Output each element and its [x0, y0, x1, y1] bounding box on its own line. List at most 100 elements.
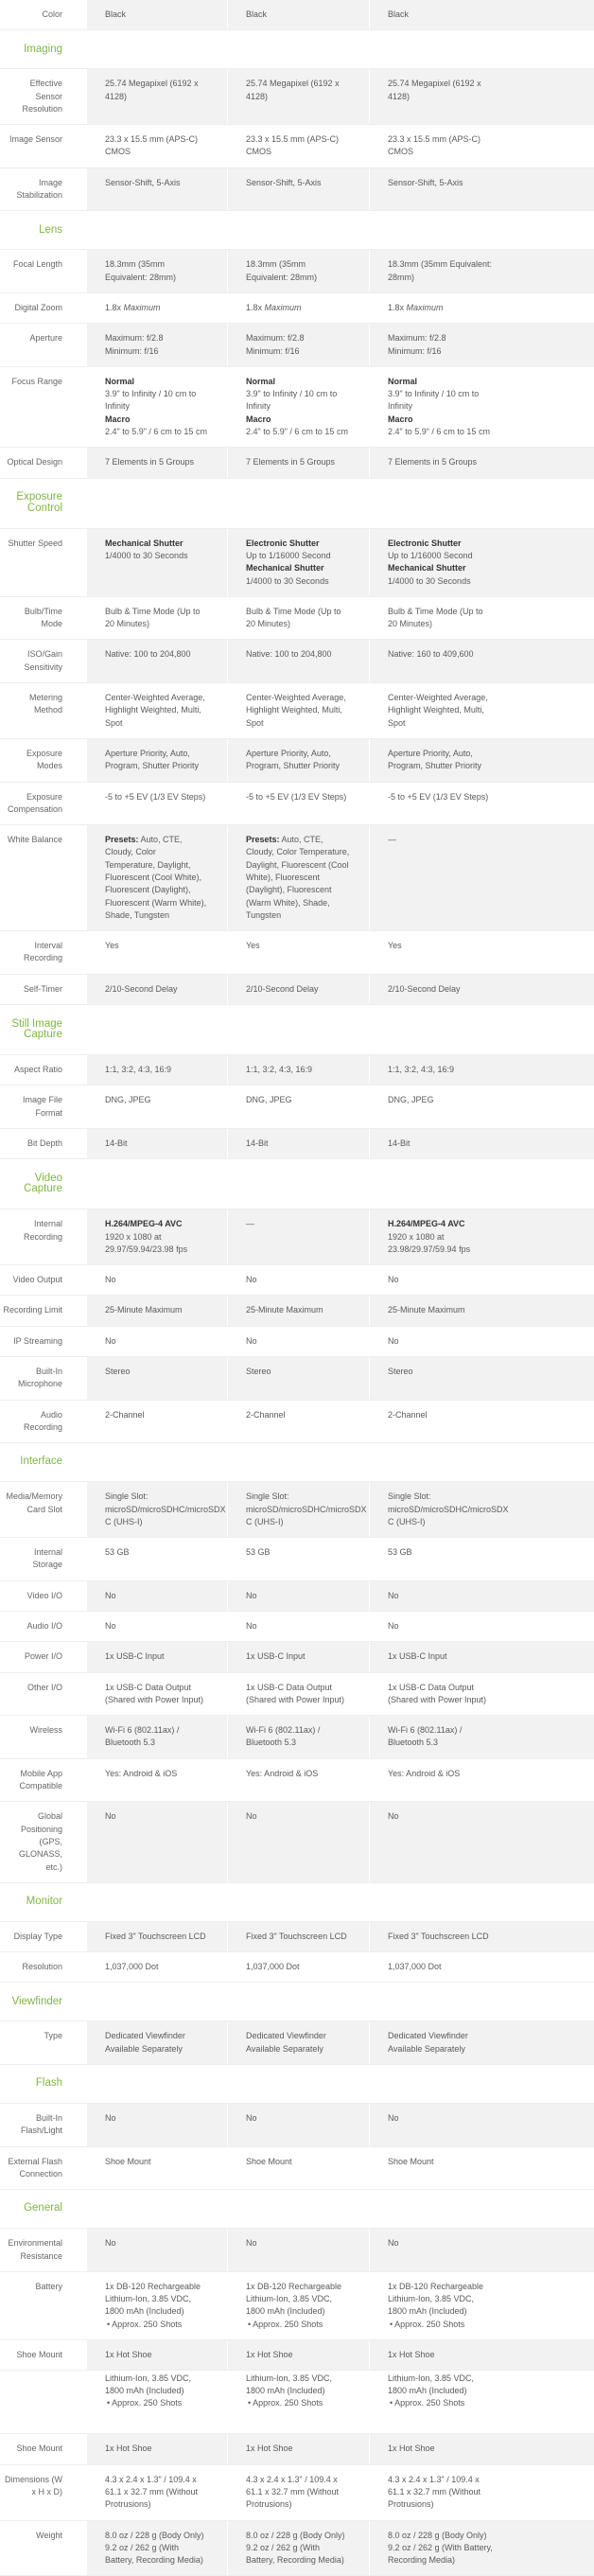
spec-value-col-1: 1x USB-C Data Output (Shared with Power … — [87, 1673, 228, 1716]
value-line: Normal — [388, 376, 493, 388]
spec-label: Built-In Microphone — [0, 1357, 87, 1400]
spec-value-col-2: 25.74 Megapixel (6192 x 4128) — [228, 69, 370, 124]
value-line: 25.74 Megapixel (6192 x 4128) — [105, 78, 208, 103]
value-line: 1,037,000 Dot — [246, 1961, 350, 1973]
spec-label: Other I/O — [0, 1673, 87, 1716]
value-line: Up to 1/16000 Second — [388, 550, 493, 562]
spec-value-col-1: 25-Minute Maximum — [87, 1296, 228, 1325]
value-line: 2.4" to 5.9" / 6 cm to 15 cm — [105, 426, 208, 438]
spec-value-col-2: 1x USB-C Data Output (Shared with Power … — [228, 1673, 370, 1716]
value-line: Up to 1/16000 Second — [246, 550, 350, 562]
value-line: Yes: Android & iOS — [246, 1768, 350, 1780]
value-heading: Macro — [105, 415, 131, 424]
value-line: Normal — [246, 376, 350, 388]
spec-value-col-3: Stereo — [370, 1357, 594, 1400]
spec-label: Shoe Mount — [0, 2434, 87, 2463]
value-line: • Approx. 250 Shots — [388, 2319, 493, 2331]
value-line: Electronic Shutter — [388, 538, 493, 550]
value-line: Native: 100 to 204,800 — [246, 648, 350, 661]
value-line: 1.8x Maximum — [388, 302, 493, 314]
spec-value-col-3: 25.74 Megapixel (6192 x 4128) — [370, 69, 594, 124]
spec-label: Shutter Speed — [0, 529, 87, 596]
value-line: 8.0 oz / 228 g (Body Only) — [246, 2530, 350, 2542]
section-header-imaging: Imaging — [0, 30, 594, 69]
value-line: 25.74 Megapixel (6192 x 4128) — [388, 78, 493, 103]
value-line: Yes — [246, 940, 350, 952]
section-header-video-capture: Video Capture — [0, 1159, 594, 1209]
spec-value-col-3: Aperture Priority, Auto, Program, Shutte… — [370, 739, 594, 782]
spec-label: Video I/O — [0, 1581, 87, 1611]
value-line: No — [105, 1810, 208, 1823]
spec-value-col-1: 4.3 x 2.4 x 1.3" / 109.4 x 61.1 x 32.7 m… — [87, 2465, 228, 2520]
spec-value-col-3: 7 Elements in 5 Groups — [370, 448, 594, 477]
value-line: No — [105, 2237, 208, 2250]
spec-value-col-1: 1x Hot Shoe — [87, 2434, 228, 2463]
spec-value-col-2: 18.3mm (35mm Equivalent: 28mm) — [228, 250, 370, 292]
value-line: 8.0 oz / 228 g (Body Only) — [105, 2530, 208, 2542]
value-line: 23.3 x 15.5 mm (APS-C) CMOS — [105, 133, 208, 159]
value-line: Mechanical Shutter — [105, 538, 208, 550]
spec-label: Weight — [0, 2521, 87, 2576]
value-line: DNG, JPEG — [105, 1094, 208, 1106]
spec-value-col-1: No — [87, 1612, 228, 1641]
spec-value-col-2: 14-Bit — [228, 1129, 370, 1158]
value-line: C (UHS-I) — [246, 1516, 350, 1528]
value-heading: Macro — [388, 415, 413, 424]
value-heading: Mechanical Shutter — [105, 538, 183, 548]
spec-value-col-2: 1:1, 3:2, 4:3, 16:9 — [228, 1055, 370, 1085]
value-line: Wi-Fi 6 (802.11ax) / Bluetooth 5.3 — [246, 1724, 350, 1750]
spec-label: Color — [0, 0, 87, 29]
value-line: Presets: Auto, CTE, Cloudy, Color Temper… — [105, 834, 208, 922]
value-line: Bulb & Time Mode (Up to 20 Minutes) — [246, 606, 350, 631]
value-heading: Mechanical Shutter — [246, 563, 324, 573]
spec-value-col-2: Wi-Fi 6 (802.11ax) / Bluetooth 5.3 — [228, 1716, 370, 1758]
spec-value-col-2: 1x Hot Shoe — [228, 2340, 370, 2370]
value-line: Yes — [105, 940, 208, 952]
spec-label: Exposure Modes — [0, 739, 87, 782]
spec-label: Video Output — [0, 1265, 87, 1295]
value-line: Dedicated Viewfinder Available Separatel… — [246, 2030, 350, 2056]
spec-label: Internal Recording — [0, 1209, 87, 1264]
value-line: No — [246, 1274, 350, 1286]
section-title: Still Image Capture — [0, 1019, 87, 1041]
spec-label: Display Type — [0, 1922, 87, 1951]
section-header-still-image-capture: Still Image Capture — [0, 1005, 594, 1055]
value-line: 53 GB — [246, 1546, 350, 1559]
spec-value-col-1: 7 Elements in 5 Groups — [87, 448, 228, 477]
spec-label: Battery — [0, 2371, 87, 2418]
spec-value-col-1: 2-Channel — [87, 1401, 228, 1443]
value-line: No — [246, 1810, 350, 1823]
value-line: No — [105, 1590, 208, 1602]
value-line: Minimum: f/16 — [246, 345, 350, 358]
value-line: Native: 100 to 204,800 — [105, 648, 208, 661]
value-line: 3.9" to Infinity / 10 cm to Infinity — [388, 388, 493, 414]
value-line: • Approx. 250 Shots — [246, 2319, 350, 2331]
spec-value-col-3: 14-Bit — [370, 1129, 594, 1158]
spec-value-col-2: Native: 100 to 204,800 — [228, 640, 370, 682]
spec-value-col-2: DNG, JPEG — [228, 1085, 370, 1128]
spec-row-weight: Weight 8.0 oz / 228 g (Body Only)9.2 oz /… — [0, 2521, 594, 2576]
spec-value-col-3: 8.0 oz / 228 g (Body Only)9.2 oz / 262 g… — [370, 2521, 594, 2576]
spec-value-col-1: No — [87, 1265, 228, 1295]
spec-value-col-3: 1x USB-C Data Output (Shared with Power … — [370, 1673, 594, 1716]
spec-value-col-3: Sensor-Shift, 5-Axis — [370, 168, 594, 211]
value-line: No — [105, 2112, 208, 2125]
value-line: 25.74 Megapixel (6192 x 4128) — [246, 78, 350, 103]
value-line: 1x USB-C Input — [246, 1650, 350, 1663]
value-line: 25-Minute Maximum — [388, 1304, 493, 1316]
value-line: Shoe Mount — [246, 2156, 350, 2168]
spec-label: Self-Timer — [0, 975, 87, 1004]
section-title: Exposure Control — [0, 492, 87, 514]
value-line: No — [246, 2112, 350, 2125]
spec-value-col-1: Center-Weighted Average, Highlight Weigh… — [87, 683, 228, 738]
value-line: Mechanical Shutter — [246, 562, 350, 574]
value-line: 1/4000 to 30 Seconds — [246, 575, 350, 588]
